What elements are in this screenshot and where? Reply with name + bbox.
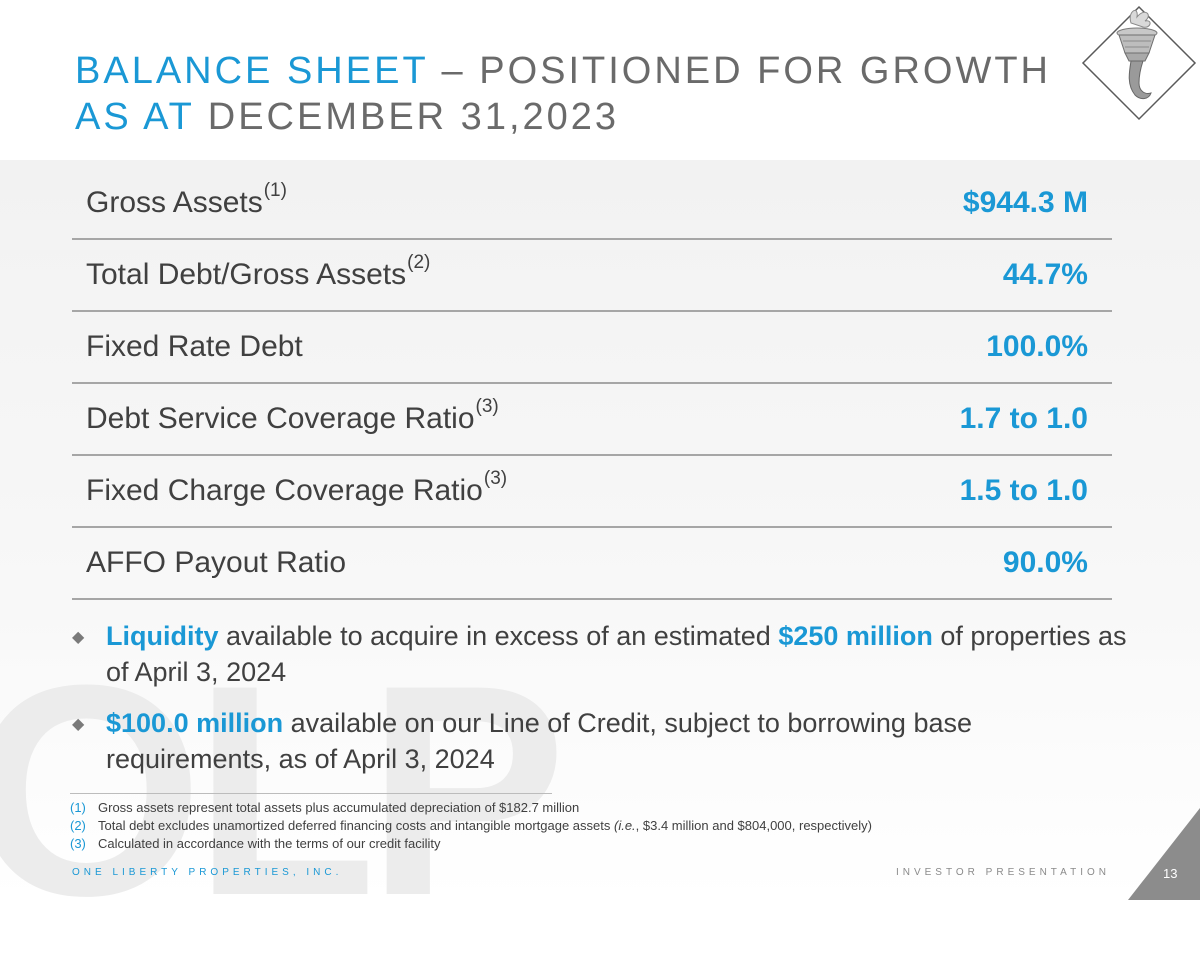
metric-row: Fixed Rate Debt 100.0%	[72, 312, 1112, 384]
metric-footnote-ref: (3)	[475, 396, 499, 417]
metric-value: 1.7 to 1.0	[959, 402, 1088, 435]
footnote-text: Calculated in accordance with the terms …	[98, 836, 441, 851]
metric-label-text: Debt Service Coverage Ratio	[86, 402, 475, 435]
metric-value: 100.0%	[986, 330, 1088, 363]
metric-footnote-ref: (1)	[263, 180, 287, 201]
title-accent-2: AS AT	[75, 96, 195, 138]
metric-label: Fixed Charge Coverage Ratio(3)	[86, 468, 507, 508]
metric-label: Gross Assets(1)	[86, 180, 287, 220]
footnote: (1) Gross assets represent total assets p…	[70, 799, 1180, 817]
diamond-bullet-icon: ◆	[72, 716, 85, 733]
footnote-italic: (i.e.	[613, 818, 636, 833]
metric-row: Gross Assets(1) $944.3 M	[72, 168, 1112, 240]
metric-value: 90.0%	[1002, 546, 1088, 579]
metric-row: Total Debt/Gross Assets(2) 44.7%	[72, 240, 1112, 312]
title-line-1: BALANCE SHEET – POSITIONED FOR GROWTH	[75, 48, 1051, 94]
olp-watermark: OLP	[0, 622, 567, 958]
title-rest-2: DECEMBER 31,2023	[194, 96, 620, 138]
footer-company-name: ONE LIBERTY PROPERTIES, INC.	[72, 867, 343, 878]
metric-label: AFFO Payout Ratio	[86, 546, 347, 580]
metric-label-text: Fixed Rate Debt	[86, 330, 303, 363]
metric-label: Total Debt/Gross Assets(2)	[86, 252, 430, 292]
footnote-number: (2)	[70, 818, 86, 833]
page-number: 13	[1163, 866, 1178, 881]
metric-label: Fixed Rate Debt	[86, 330, 304, 364]
footnote-text: Total debt excludes unamortized deferred…	[98, 818, 614, 833]
liquidity-bullets: ◆ Liquidity available to acquire in exce…	[72, 618, 1132, 792]
bullet-highlight: $250 million	[778, 621, 933, 651]
footnotes: (1) Gross assets represent total assets p…	[70, 799, 1180, 853]
metric-label: Debt Service Coverage Ratio(3)	[86, 396, 499, 436]
metric-row: AFFO Payout Ratio 90.0%	[72, 528, 1112, 600]
footnote-text: Gross assets represent total assets plus…	[98, 800, 580, 815]
title-rest-1: – POSITIONED FOR GROWTH	[427, 50, 1051, 92]
metric-label-text: AFFO Payout Ratio	[86, 546, 347, 579]
metric-row: Debt Service Coverage Ratio(3) 1.7 to 1.…	[72, 384, 1112, 456]
bullet-highlight: $100.0 million	[106, 708, 284, 738]
metric-row: Fixed Charge Coverage Ratio(3) 1.5 to 1.…	[72, 456, 1112, 528]
bullet-item: ◆ $100.0 million available on our Line o…	[72, 705, 1132, 777]
title-accent-1: BALANCE SHEET	[75, 50, 428, 92]
metric-label-text: Gross Assets	[86, 186, 263, 219]
metric-value: 44.7%	[1002, 258, 1088, 291]
footnote-text: , $3.4 million and $804,000, respectivel…	[635, 818, 872, 833]
metric-footnote-ref: (3)	[483, 468, 508, 489]
bullet-item: ◆ Liquidity available to acquire in exce…	[72, 618, 1132, 690]
title-line-2: AS AT DECEMBER 31,2023	[75, 94, 1051, 140]
footnote-number: (1)	[70, 800, 86, 815]
metric-value: $944.3 M	[962, 186, 1088, 219]
diamond-bullet-icon: ◆	[72, 629, 85, 646]
metric-label-text: Fixed Charge Coverage Ratio	[86, 474, 483, 507]
statue-of-liberty-torch-icon	[1081, 5, 1197, 121]
footer-presentation-label: INVESTOR PRESENTATION	[895, 867, 1110, 878]
footnote-number: (3)	[70, 836, 86, 851]
page-number-tab	[1128, 808, 1200, 900]
bullet-highlight: Liquidity	[106, 621, 219, 651]
content-background	[0, 160, 1200, 900]
bullet-text: available on our Line of Credit, subject…	[106, 708, 973, 774]
metric-footnote-ref: (2)	[407, 252, 431, 273]
footnote-divider	[70, 793, 552, 794]
bullet-text: available to acquire in excess of an est…	[218, 621, 779, 651]
slide-title: BALANCE SHEET – POSITIONED FOR GROWTH AS…	[75, 48, 1051, 140]
balance-sheet-metrics: Gross Assets(1) $944.3 M Total Debt/Gros…	[72, 168, 1112, 600]
footnote: (3) Calculated in accordance with the ter…	[70, 835, 1180, 853]
metric-value: 1.5 to 1.0	[959, 474, 1088, 507]
footnote: (2) Total debt excludes unamortized defer…	[70, 817, 1180, 835]
bullet-text: of properties as of April 3, 2024	[106, 621, 1127, 687]
metric-label-text: Total Debt/Gross Assets	[86, 258, 407, 291]
